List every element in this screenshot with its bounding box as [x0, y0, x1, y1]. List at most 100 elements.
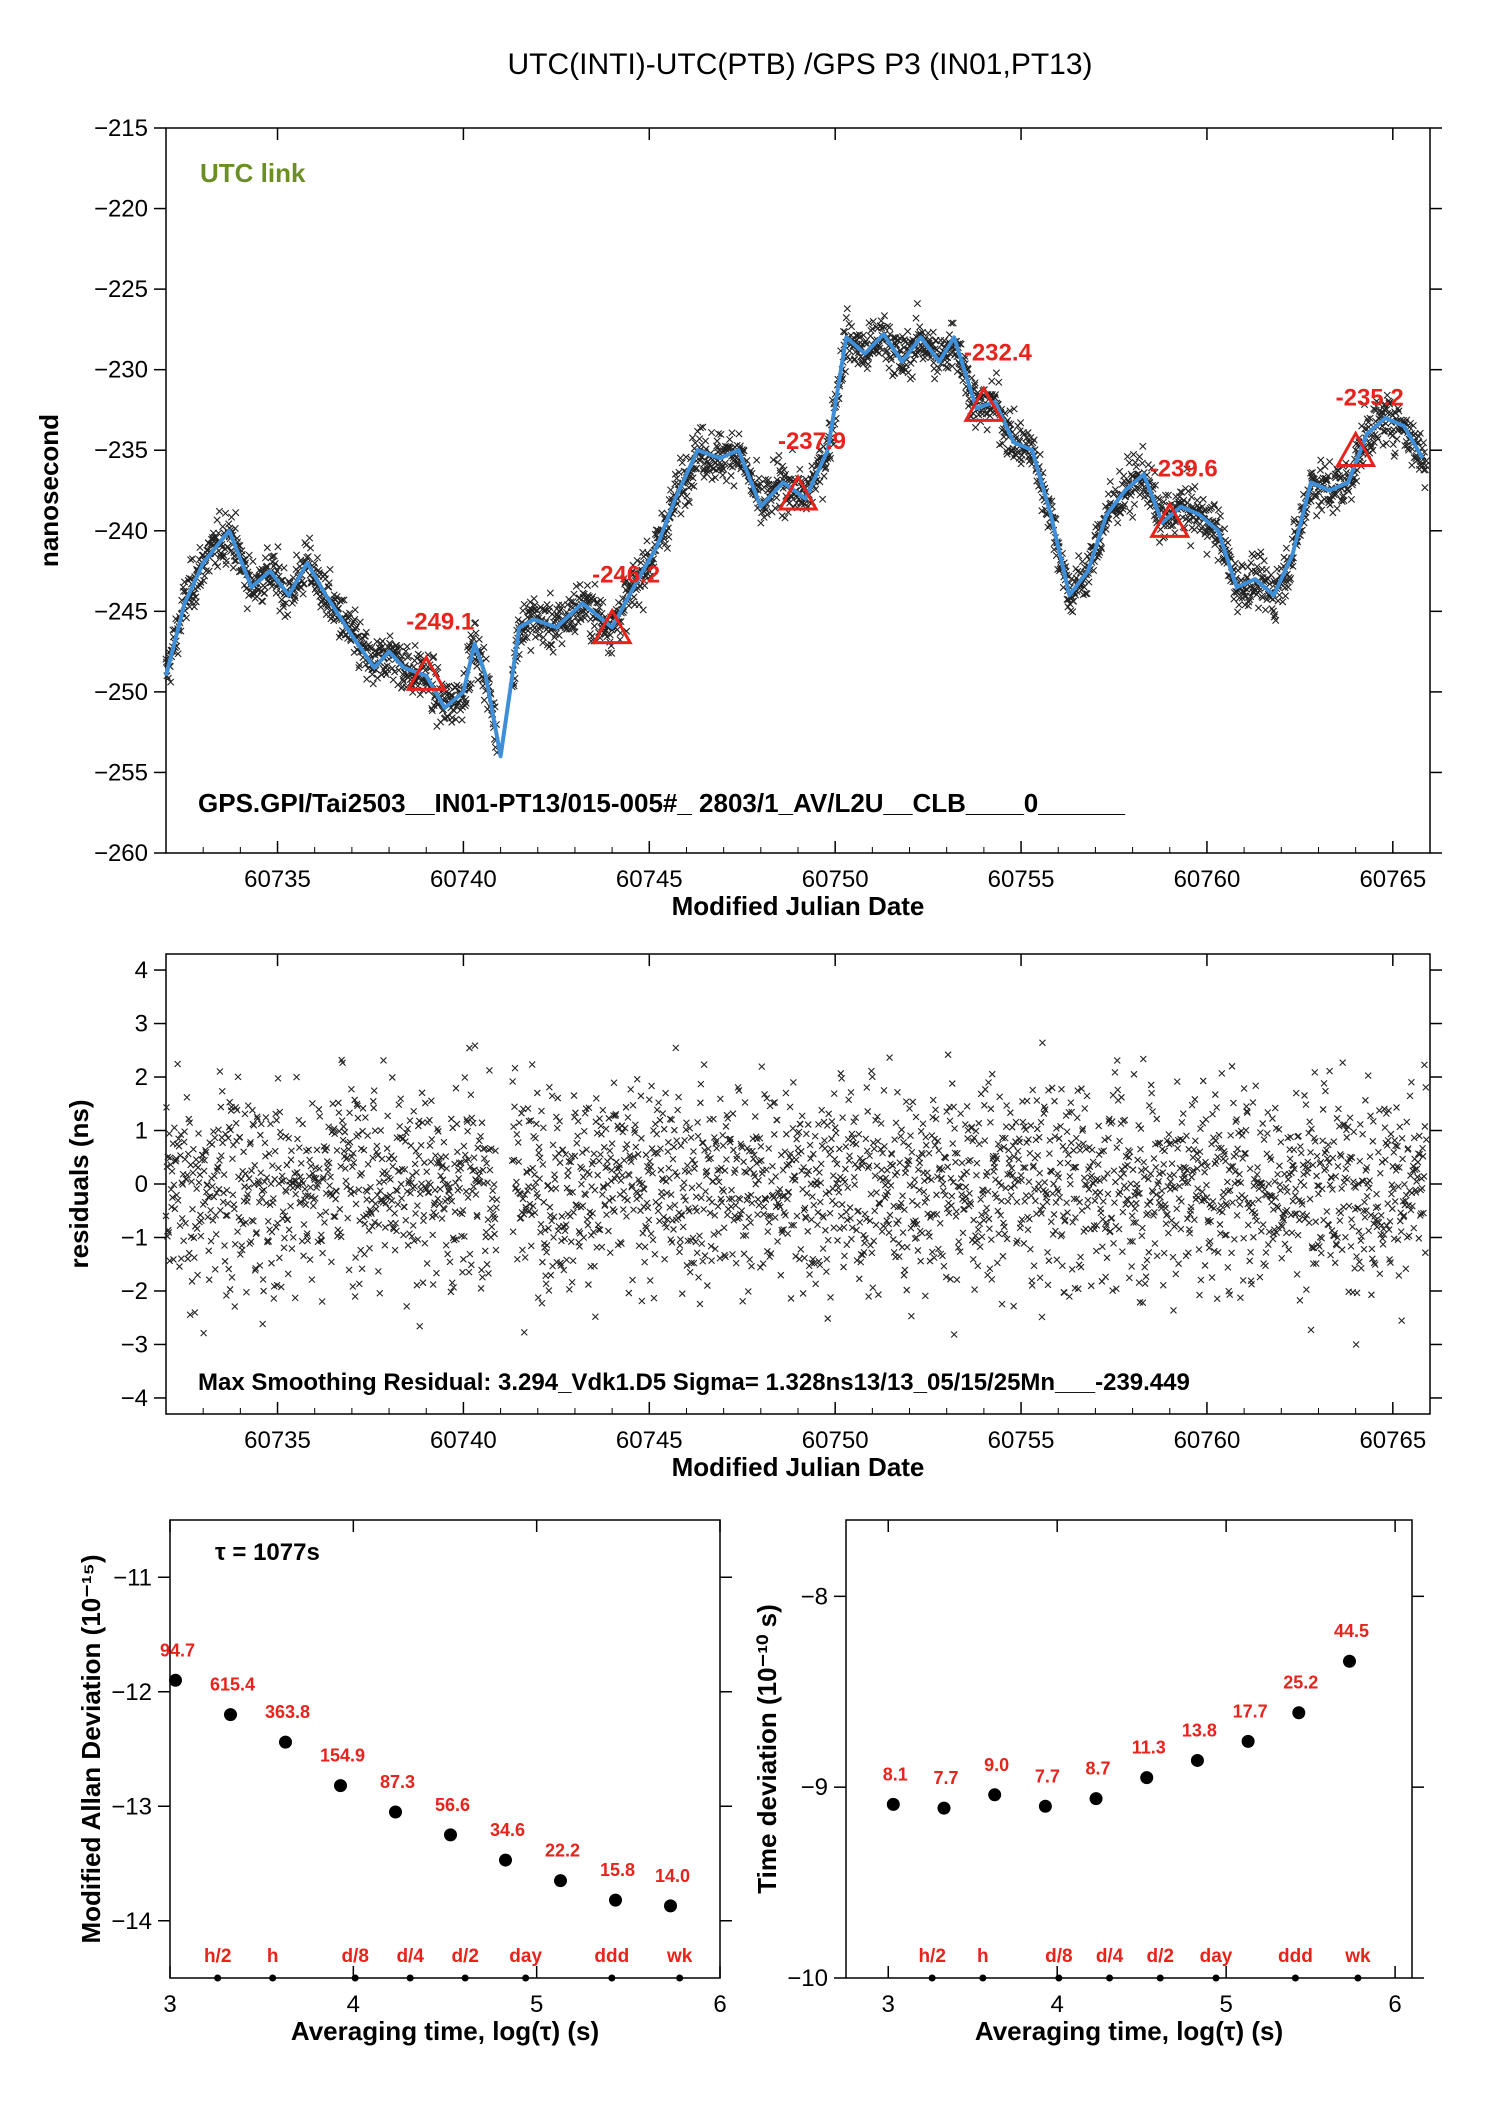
- data-point: [1388, 432, 1396, 440]
- residual-point: [218, 1087, 226, 1095]
- residual-point: [670, 1226, 677, 1233]
- residual-point: [669, 1155, 677, 1163]
- residual-point: [699, 1139, 707, 1147]
- data-point: [1199, 495, 1207, 503]
- residual-point: [1130, 1070, 1138, 1078]
- data-point: [222, 557, 231, 565]
- residual-point: [291, 1294, 299, 1302]
- residual-point: [571, 1152, 579, 1160]
- residual-point: [524, 1105, 532, 1112]
- data-point: [1139, 442, 1147, 450]
- residual-point: [376, 1289, 384, 1297]
- residual-point: [860, 1231, 867, 1239]
- residual-point: [380, 1056, 387, 1064]
- residual-point: [1078, 1207, 1086, 1214]
- residual-point: [370, 1104, 378, 1112]
- residual-point: [459, 1268, 466, 1276]
- data-point: [1191, 482, 1199, 491]
- residual-point: [1021, 1198, 1029, 1205]
- residual-point: [306, 1256, 314, 1263]
- residual-point: [830, 1090, 838, 1098]
- data-point: [628, 569, 636, 577]
- residual-point: [633, 1195, 641, 1203]
- residual-point: [596, 1115, 603, 1122]
- residual-point: [1119, 1208, 1127, 1216]
- residual-point: [630, 1206, 637, 1214]
- residual-point: [797, 1245, 805, 1253]
- residual-point: [1032, 1197, 1039, 1205]
- residual-point: [617, 1177, 625, 1185]
- residual-point: [732, 1259, 740, 1267]
- residual-point: [754, 1211, 761, 1218]
- data-point: [763, 511, 771, 519]
- residual-point: [1044, 1248, 1051, 1256]
- data-point: [291, 594, 299, 602]
- residual-point: [488, 1223, 496, 1231]
- data-point: [1224, 539, 1232, 547]
- residual-point: [416, 1322, 424, 1330]
- residual-point: [878, 1228, 886, 1235]
- data-point: [773, 458, 782, 466]
- residual-point: [836, 1225, 844, 1232]
- residual-point: [461, 1074, 469, 1081]
- data-point: [482, 655, 490, 663]
- residual-point: [870, 1145, 878, 1153]
- residual-point: [654, 1207, 662, 1215]
- y-tick-label: −225: [94, 276, 148, 303]
- data-point: [263, 544, 271, 552]
- residual-point: [529, 1164, 537, 1172]
- residual-point: [700, 1205, 708, 1213]
- residual-point: [284, 1270, 292, 1278]
- residual-point: [1083, 1092, 1091, 1100]
- residual-point: [606, 1147, 614, 1155]
- residual-point: [961, 1197, 969, 1205]
- residual-point: [828, 1118, 836, 1125]
- residual-point: [203, 1181, 211, 1188]
- data-point: [351, 615, 359, 624]
- residual-point: [1114, 1086, 1122, 1094]
- data-point: [581, 614, 589, 622]
- residual-point: [377, 1127, 385, 1134]
- residual-point: [774, 1238, 781, 1245]
- residual-point: [975, 1140, 983, 1148]
- residual-point: [1026, 1245, 1034, 1253]
- data-point: [599, 598, 607, 606]
- residual-point: [365, 1227, 373, 1234]
- data-point: [1242, 585, 1251, 593]
- data-point: [558, 640, 566, 648]
- residual-point: [335, 1109, 343, 1117]
- data-point: [553, 611, 561, 619]
- residual-point: [717, 1164, 725, 1172]
- residual-point: [207, 1237, 215, 1245]
- residual-point: [532, 1120, 540, 1128]
- data-point: [663, 544, 672, 552]
- residual-point: [295, 1144, 303, 1152]
- residual-point: [471, 1166, 478, 1174]
- residual-point: [442, 1241, 450, 1249]
- residual-point: [818, 1106, 826, 1114]
- data-point: [1075, 552, 1083, 560]
- residual-point: [411, 1160, 419, 1168]
- residual-point: [622, 1103, 630, 1111]
- data-point: [167, 678, 175, 686]
- residual-point: [568, 1278, 576, 1286]
- data-point: [382, 670, 390, 679]
- smooth-curve: [164, 332, 1425, 759]
- residual-point: [177, 1152, 184, 1159]
- residual-point: [645, 1216, 653, 1224]
- residual-point: [417, 1141, 425, 1149]
- residual-point: [407, 1142, 415, 1149]
- residual-point: [973, 1171, 980, 1179]
- residual-point: [892, 1119, 900, 1127]
- residual-point: [834, 1237, 841, 1244]
- residual-point: [245, 1175, 253, 1182]
- residual-point: [388, 1197, 396, 1205]
- residual-point: [655, 1099, 662, 1107]
- data-point: [394, 648, 402, 656]
- data-point: [1254, 604, 1263, 612]
- data-point: [245, 591, 253, 600]
- data-point: [292, 551, 301, 559]
- residual-point: [223, 1186, 231, 1194]
- residual-point: [610, 1079, 618, 1087]
- residual-point: [650, 1294, 658, 1302]
